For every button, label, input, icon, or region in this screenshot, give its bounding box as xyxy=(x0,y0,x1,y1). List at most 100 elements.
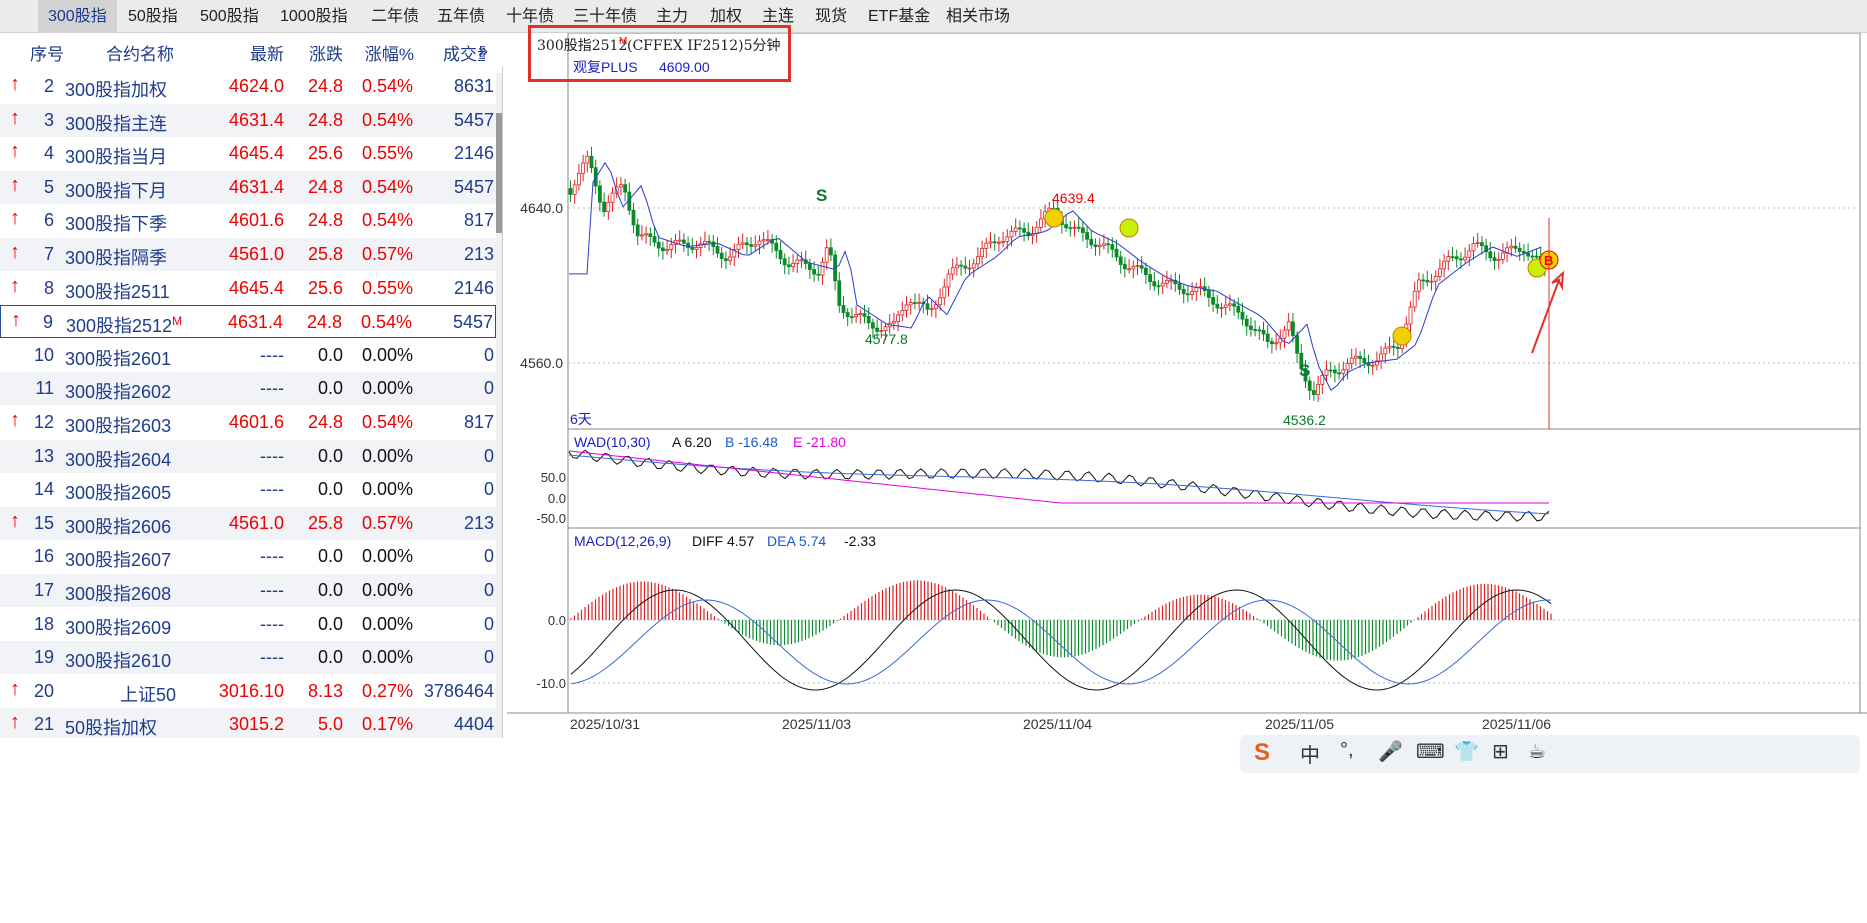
candle-down xyxy=(1207,290,1211,298)
tab-13[interactable]: 相关市场 xyxy=(946,8,1011,25)
up-arrow-icon: ↑ xyxy=(10,509,20,532)
candle-down xyxy=(690,247,695,250)
up-arrow-icon: ↑ xyxy=(10,711,20,734)
quote-row[interactable]: ↑ 20 上证50 3016.10 8.13 0.27% 3786464 xyxy=(0,675,496,708)
row-seq: 18 xyxy=(33,613,54,634)
quote-row[interactable]: ↑ 7 300股指隔季 4561.0 25.8 0.57% 213 xyxy=(0,238,496,271)
row-volume: 213 xyxy=(463,512,494,533)
row-last: 3015.2 xyxy=(228,714,284,735)
quote-row[interactable]: 13 300股指2604 ---- 0.0 0.00% 0 xyxy=(0,439,496,473)
candle-up xyxy=(1467,250,1472,258)
period-label: 6天 xyxy=(570,411,592,427)
candle-down xyxy=(1093,244,1098,248)
ime-punct-icon[interactable]: °, xyxy=(1340,739,1354,761)
row-seq: 19 xyxy=(33,647,54,668)
wad-tick: -50.0 xyxy=(536,511,566,526)
ime-more-icon[interactable]: ☕ xyxy=(1528,741,1546,763)
tab-4[interactable]: 二年债 xyxy=(371,8,420,25)
row-change: 0.0 xyxy=(317,647,343,668)
candle-down xyxy=(1480,242,1484,247)
candle-up xyxy=(1160,282,1165,287)
row-pct: 0.55% xyxy=(361,143,413,164)
candle-up xyxy=(581,162,585,174)
candle-up xyxy=(765,239,770,242)
quote-row[interactable]: 19 300股指2610 ---- 0.0 0.00% 0 xyxy=(0,641,496,675)
quote-row[interactable]: ↑ 2 300股指加权 4624.0 24.8 0.54% 8631 xyxy=(0,70,496,103)
quote-row[interactable]: ↑ 8 300股指2511 4645.4 25.6 0.55% 2146 xyxy=(0,272,496,305)
candle-up xyxy=(1190,291,1194,295)
candle-down xyxy=(602,201,606,213)
quote-row[interactable]: 18 300股指2609 ---- 0.0 0.00% 0 xyxy=(0,608,496,641)
candle-down xyxy=(1454,256,1459,260)
ime-toolbox-icon[interactable]: ⊞ xyxy=(1492,741,1509,763)
quote-row[interactable]: ↑ 4 300股指当月 4645.4 25.6 0.55% 2146 xyxy=(0,137,496,170)
tab-9[interactable]: 加权 xyxy=(710,8,743,25)
row-change: 24.8 xyxy=(307,76,343,96)
tab-6[interactable]: 十年债 xyxy=(506,8,555,25)
candle-down xyxy=(1110,244,1115,250)
ime-mic-icon[interactable]: 🎤 xyxy=(1378,741,1403,763)
macd-tick: 0.0 xyxy=(548,613,566,628)
quote-row[interactable]: ↑ 15 300股指2606 4561.0 25.8 0.57% 213 xyxy=(0,506,496,540)
tab-8[interactable]: 主力 xyxy=(656,8,689,25)
col-chg-header[interactable]: 涨跌 xyxy=(309,45,343,64)
row-name: 300股指2602 xyxy=(65,382,172,403)
tab-10[interactable]: 主连 xyxy=(762,8,795,25)
chart-title: 300股指2512 xyxy=(537,38,627,54)
candle-down xyxy=(1337,372,1341,375)
expand-columns-icon[interactable]: » xyxy=(478,41,489,61)
tab-2[interactable]: 500股指 xyxy=(200,8,259,25)
row-seq: 21 xyxy=(33,714,54,735)
candle-up xyxy=(585,155,590,164)
sogou-logo-icon[interactable]: S xyxy=(1254,739,1271,766)
ime-skin-icon[interactable]: 👕 xyxy=(1454,741,1479,763)
quote-row[interactable]: 16 300股指2607 ---- 0.0 0.00% 0 xyxy=(0,540,496,573)
scrollbar-track[interactable] xyxy=(496,73,502,763)
scrollbar-thumb[interactable] xyxy=(496,113,502,233)
row-pct: 0.54% xyxy=(361,76,413,96)
quote-row[interactable]: ↑ 3 300股指主连 4631.4 24.8 0.54% 5457 xyxy=(0,103,496,137)
tab-5[interactable]: 五年债 xyxy=(437,8,486,25)
quote-row[interactable]: ↑ 21 50股指加权 3015.2 5.0 0.17% 4404 xyxy=(0,708,496,742)
kline-chart-area[interactable]: 300股指2512 M (CFFEX IF2512)5分钟 观复PLUS 4609.00… xyxy=(507,25,1867,738)
quote-row[interactable]: ↑ 5 300股指下月 4631.4 24.8 0.54% 5457 xyxy=(0,170,496,204)
tab-11[interactable]: 现货 xyxy=(815,8,848,25)
col-name-header[interactable]: 合约名称 xyxy=(106,45,174,64)
quote-row[interactable]: 11 300股指2602 ---- 0.0 0.00% 0 xyxy=(0,372,496,406)
row-name: 300股指加权 xyxy=(65,80,168,100)
row-volume: 0 xyxy=(483,546,494,567)
col-seq-header[interactable]: 序号 xyxy=(30,45,64,64)
row-last: ---- xyxy=(260,580,284,600)
row-pct: 0.54% xyxy=(361,176,413,197)
row-pct: 0.17% xyxy=(361,714,413,735)
candle-up xyxy=(1005,236,1010,242)
tab-3[interactable]: 1000股指 xyxy=(280,8,348,25)
row-pct: 0.54% xyxy=(361,210,413,231)
col-last-header[interactable]: 最新 xyxy=(250,45,284,64)
tab-7[interactable]: 三十年债 xyxy=(573,8,638,25)
quote-row[interactable]: 14 300股指2605 ---- 0.0 0.00% 0 xyxy=(0,473,496,506)
quote-row[interactable]: 10 300股指2601 ---- 0.0 0.00% 0 xyxy=(0,339,496,372)
col-vol-header[interactable]: 成交量 xyxy=(443,45,485,64)
quote-row[interactable]: 17 300股指2608 ---- 0.0 0.00% 0 xyxy=(0,574,496,607)
tab-12[interactable]: ETF基金 xyxy=(868,8,931,25)
quote-row[interactable]: ↑ 12 300股指2603 4601.6 24.8 0.54% 817 xyxy=(0,406,496,439)
row-volume: 5457 xyxy=(452,312,493,333)
row-last: ---- xyxy=(260,546,284,567)
quote-row[interactable]: ↑ 6 300股指下季 4601.6 24.8 0.54% 817 xyxy=(0,204,496,237)
ime-keyboard-icon[interactable]: ⌨ xyxy=(1416,741,1445,763)
tab-1[interactable]: 50股指 xyxy=(128,8,178,25)
up-arrow-icon: ↑ xyxy=(10,73,20,95)
ime-chinese-mode[interactable]: 中 xyxy=(1300,745,1320,767)
row-change: 25.6 xyxy=(307,143,343,164)
candle-down xyxy=(715,246,720,254)
row-change: 8.13 xyxy=(307,680,343,701)
col-pct-header[interactable]: 涨幅% xyxy=(364,45,414,64)
candle-down xyxy=(589,155,594,169)
tab-0[interactable]: 300股指 xyxy=(38,0,117,33)
quote-row[interactable]: ↑ 9 300股指2512M 4631.4 24.8 0.54% 5457 xyxy=(0,305,496,339)
market-tab-bar: 300股指 50股指 500股指 1000股指 二年债 五年债 十年债 三十年债 主力 加权 主连 现… xyxy=(0,0,1867,33)
date-tick: 2025/11/03 xyxy=(782,716,851,732)
candle-up xyxy=(988,241,993,244)
